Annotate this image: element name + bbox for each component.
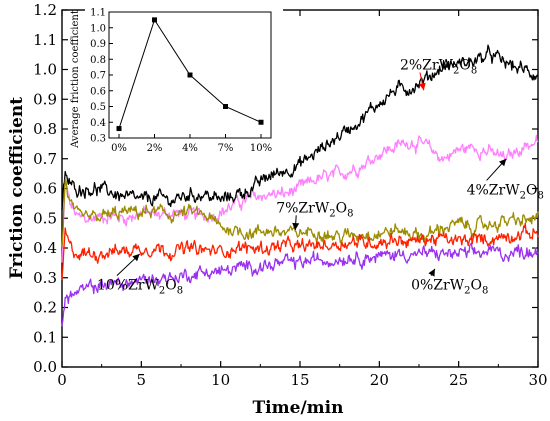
inset-marker (187, 72, 193, 78)
inset-x-tick-label: 0% (111, 143, 127, 154)
annotation-arrow-head (132, 253, 140, 262)
annotation-arrow-head (418, 82, 426, 91)
annotation-sub: 2 (159, 286, 165, 297)
y-tick-label: 0.8 (33, 120, 57, 138)
inset-y-tick-label: 1.1 (90, 8, 106, 19)
y-tick-label: 0.5 (33, 209, 57, 227)
series-annotation: 7%ZrW2O8 (276, 200, 353, 219)
x-tick-label: 15 (290, 371, 309, 389)
inset-y-tick-label: 0.8 (90, 55, 106, 66)
annotation-sub: 2 (453, 66, 459, 77)
y-tick-label: 0.2 (33, 299, 57, 317)
annotation-mid: O (470, 278, 481, 294)
inset-x-tick-label: 10% (250, 143, 272, 154)
annotation-base: 7%ZrW (276, 200, 330, 216)
inset-y-tick-label: 0.7 (90, 71, 106, 82)
inset-y-tick-label: 0.3 (90, 134, 106, 145)
annotation-mid: O (165, 278, 176, 294)
y-tick-label: 0.7 (33, 150, 57, 168)
inset-y-tick-label: 0.5 (90, 102, 106, 113)
inset-chart: 0.3 0.4 0.5 0.6 0.7 0.8 0.9 1.0 1.1 0% 2% 4% 7% 10% Av… (70, 4, 283, 162)
inset-background (85, 4, 283, 162)
main-series-group (61, 44, 539, 327)
annotation-base: 10%ZrW (97, 278, 160, 294)
annotation-sub: 8 (177, 286, 183, 297)
annotation-sub: 8 (482, 286, 488, 297)
annotation-base: 0%ZrW (411, 278, 465, 294)
series-annotation: 10%ZrW2O8 (97, 278, 183, 297)
y-tick-label: 1.2 (33, 1, 57, 19)
inset-marker (116, 126, 122, 132)
series-line-0 (61, 134, 539, 263)
series-line-4 (61, 242, 539, 327)
annotation-sub: 2 (520, 190, 526, 201)
inset-x-tick-label: 7% (218, 143, 234, 154)
annotation-base: 4%ZrW (467, 182, 521, 198)
inset-marker (258, 119, 264, 125)
series-line-3 (61, 222, 539, 280)
x-tick-label: 20 (370, 371, 389, 389)
annotation-sub: 8 (347, 208, 353, 219)
x-axis-label: Time/min (253, 398, 344, 418)
x-tick-label: 25 (449, 371, 468, 389)
annotation-arrow-head (292, 222, 300, 231)
annotation-sub: 8 (471, 66, 477, 77)
y-tick-label: 0.9 (33, 90, 57, 108)
annotation-arrow-head (499, 158, 507, 167)
inset-marker (223, 104, 228, 109)
x-tick-label: 10 (211, 371, 230, 389)
annotation-sub: 2 (329, 208, 335, 219)
inset-y-tick-label: 1.0 (90, 23, 106, 34)
y-tick-label: 0.4 (33, 239, 57, 257)
inset-y-tick-label: 0.4 (90, 118, 106, 129)
series-annotation: 0%ZrW2O8 (411, 278, 488, 297)
annotation-sub: 2 (464, 286, 470, 297)
series-annotation: 4%ZrW2O8 (467, 182, 544, 201)
y-tick-label: 0.3 (33, 269, 57, 287)
inset-y-tick-label: 0.6 (90, 86, 106, 97)
annotation-sub: 8 (537, 190, 543, 201)
x-tick-label: 5 (137, 371, 147, 389)
y-tick-label: 0.6 (33, 180, 57, 198)
inset-x-tick-label: 2% (147, 143, 163, 154)
y-tick-label: 1.0 (33, 61, 57, 79)
annotation-mid: O (526, 182, 537, 198)
y-tick-label: 0.1 (33, 328, 57, 346)
series-line-1 (61, 44, 539, 211)
y-tick-label: 0.0 (33, 358, 57, 376)
inset-y-axis-label: Average friction coefficient (70, 10, 81, 149)
x-tick-label: 30 (528, 371, 547, 389)
annotation-mid: O (459, 58, 470, 74)
inset-marker (152, 17, 157, 23)
annotation-arrow-head (428, 268, 435, 277)
annotation-mid: O (336, 200, 347, 216)
inset-y-tick-label: 0.9 (90, 39, 106, 50)
main-axes: 0 5 10 15 20 25 300.00.10.20.30.40.50.60.70.80… (33, 1, 547, 389)
series-line-2 (61, 179, 539, 248)
series-annotation: 2%ZrW2O8 (400, 58, 477, 77)
y-tick-label: 1.1 (33, 31, 57, 49)
inset-x-tick-label: 4% (182, 143, 198, 154)
x-tick-label: 0 (57, 371, 67, 389)
y-axis-label: Friction coefficient (7, 97, 27, 279)
annotation-base: 2%ZrW (400, 58, 454, 74)
